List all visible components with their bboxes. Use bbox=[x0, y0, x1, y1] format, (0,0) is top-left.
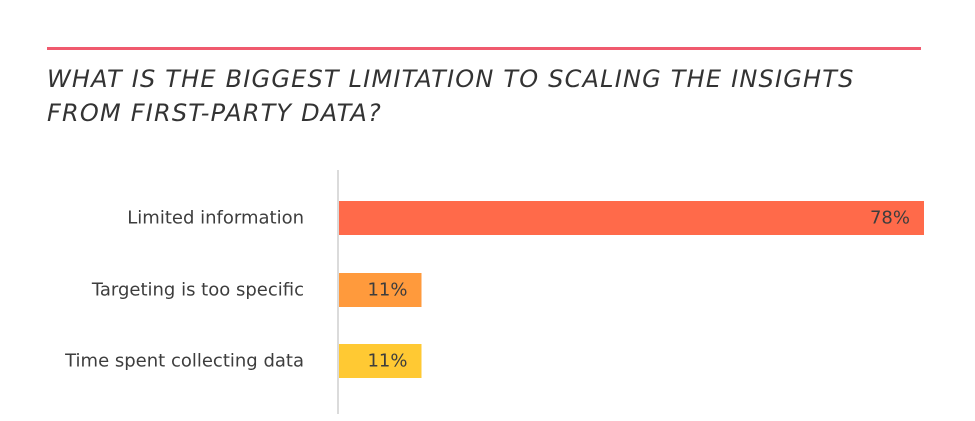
value-label: 11% bbox=[367, 351, 407, 372]
value-label: 78% bbox=[870, 208, 910, 229]
category-label: Targeting is too specific bbox=[91, 280, 304, 301]
value-label: 11% bbox=[367, 280, 407, 301]
bar bbox=[339, 201, 924, 235]
top-rule bbox=[47, 47, 921, 50]
category-label: Limited information bbox=[127, 208, 304, 229]
chart-title: WHAT IS THE BIGGEST LIMITATION TO SCALIN… bbox=[47, 65, 855, 127]
bar bbox=[339, 344, 422, 378]
bar bbox=[339, 273, 422, 307]
category-label: Time spent collecting data bbox=[64, 351, 304, 372]
